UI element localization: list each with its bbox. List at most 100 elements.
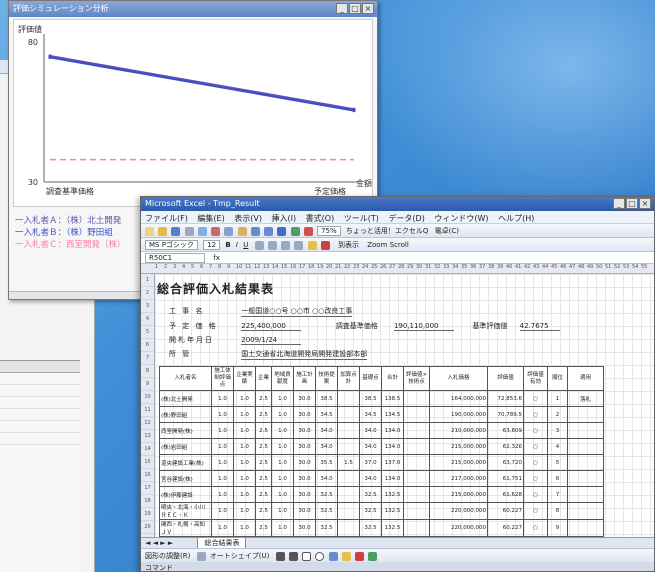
table-cell[interactable]: (株)伊藤建設 (159, 486, 212, 503)
table-cell[interactable]: 34.0 (315, 470, 338, 487)
table-cell[interactable]: 215,000,000 (429, 454, 488, 471)
table-cell[interactable]: 134.0 (381, 438, 404, 455)
table-cell[interactable]: 1.0 (211, 470, 234, 487)
table-cell[interactable]: 72,853.6 (487, 390, 524, 407)
table-cell[interactable] (567, 486, 604, 503)
rectangle-icon[interactable] (302, 551, 312, 561)
table-cell[interactable]: ○ (523, 502, 548, 520)
table-cell[interactable]: 132.5 (381, 502, 404, 520)
menu-insert[interactable]: 挿入(I) (271, 214, 297, 223)
toolbar-display-button[interactable]: 到表示 (337, 241, 359, 249)
excel-maximize-button[interactable]: □ (626, 198, 638, 209)
autosum-icon[interactable] (277, 226, 287, 236)
table-cell[interactable]: 37.0 (359, 454, 382, 471)
sort-icon[interactable] (290, 226, 300, 236)
table-cell[interactable] (337, 390, 360, 407)
table-cell[interactable]: 30.0 (293, 502, 316, 520)
table-cell[interactable]: 32.5 (359, 486, 382, 503)
underline-button[interactable]: U (243, 241, 249, 249)
zoom-select[interactable]: 75% (317, 226, 341, 236)
table-cell[interactable]: 210,000,000 (429, 422, 488, 439)
table-cell[interactable]: 1.0 (233, 390, 256, 407)
table-cell[interactable]: 217,000,000 (429, 470, 488, 487)
table-cell[interactable]: 1 (547, 390, 568, 407)
table-cell[interactable]: 6 (547, 470, 568, 487)
table-cell[interactable]: 32.5 (315, 519, 338, 537)
table-cell[interactable]: 215,000,000 (429, 438, 488, 455)
text-color-icon[interactable] (355, 551, 365, 561)
table-cell[interactable]: 1.0 (211, 390, 234, 407)
font-color-icon[interactable] (320, 240, 330, 250)
preview-icon[interactable] (197, 226, 207, 236)
save-icon[interactable] (171, 226, 181, 236)
table-cell[interactable] (567, 502, 604, 520)
table-cell[interactable] (567, 519, 604, 537)
excel-titlebar[interactable]: Microsoft Excel - Tmp_Result _ □ × (141, 197, 654, 211)
draw-adjust-button[interactable]: 図形の調整(R) (145, 552, 191, 560)
paste-icon[interactable] (237, 226, 247, 236)
table-cell[interactable]: 1.0 (211, 454, 234, 471)
table-cell[interactable]: 220,000,000 (429, 519, 488, 537)
table-cell[interactable]: 9 (547, 519, 568, 537)
table-cell[interactable]: 34.0 (315, 422, 338, 439)
table-cell[interactable] (337, 406, 360, 423)
table-cell[interactable]: 60,227 (487, 519, 524, 537)
undo-icon[interactable] (250, 226, 260, 236)
table-cell[interactable] (337, 422, 360, 439)
table-cell[interactable]: 4 (547, 438, 568, 455)
table-cell[interactable]: 220,000,000 (429, 502, 488, 520)
table-cell[interactable]: (株)北土開発 (159, 390, 212, 407)
table-cell[interactable]: 1.0 (233, 406, 256, 423)
align-center-icon[interactable] (267, 240, 277, 250)
table-cell[interactable]: 34.0 (359, 422, 382, 439)
table-cell[interactable]: 1.0 (271, 454, 294, 471)
table-cell[interactable]: 61,628 (487, 486, 524, 503)
table-cell[interactable]: 134.0 (381, 470, 404, 487)
table-cell[interactable]: 137.0 (381, 454, 404, 471)
table-cell[interactable]: 明央・北海・小川ＲＥＣ・Ｋ (159, 502, 212, 520)
table-cell[interactable]: 1.0 (271, 470, 294, 487)
table-cell[interactable]: 1.0 (211, 519, 234, 537)
table-cell[interactable]: 70,789.5 (487, 406, 524, 423)
table-cell[interactable]: 134.5 (381, 406, 404, 423)
table-cell[interactable]: 3 (547, 422, 568, 439)
table-cell[interactable]: 30.0 (293, 519, 316, 537)
table-cell[interactable]: 34.5 (359, 406, 382, 423)
menu-help[interactable]: ヘルプ(H) (498, 214, 535, 223)
table-cell[interactable]: 道央建設工業(株) (159, 454, 212, 471)
merge-cells-icon[interactable] (294, 240, 304, 250)
table-cell[interactable]: 1.5 (337, 454, 360, 471)
table-cell[interactable]: 1.0 (233, 438, 256, 455)
table-cell[interactable]: (株)野田組 (159, 406, 212, 423)
table-cell[interactable]: 1.0 (271, 422, 294, 439)
table-cell[interactable] (403, 502, 430, 520)
table-cell[interactable]: (株)岩田組 (159, 438, 212, 455)
table-cell[interactable]: 30.0 (293, 454, 316, 471)
table-cell[interactable] (403, 519, 430, 537)
table-cell[interactable]: 38.5 (359, 390, 382, 407)
table-cell[interactable]: 34.0 (359, 470, 382, 487)
table-cell[interactable]: 5 (547, 454, 568, 471)
table-cell[interactable]: 63,720 (487, 454, 524, 471)
table-cell[interactable]: 1.0 (271, 390, 294, 407)
table-cell[interactable]: 2.5 (255, 486, 272, 503)
table-cell[interactable]: 60,227 (487, 502, 524, 520)
table-cell[interactable]: 32.5 (359, 519, 382, 537)
table-cell[interactable]: 30.0 (293, 438, 316, 455)
table-cell[interactable]: 1.0 (271, 438, 294, 455)
table-cell[interactable]: 32.5 (359, 502, 382, 520)
table-cell[interactable]: ○ (523, 519, 548, 537)
table-cell[interactable]: 1.0 (211, 486, 234, 503)
table-cell[interactable]: 61,751 (487, 470, 524, 487)
table-cell[interactable]: 2.5 (255, 502, 272, 520)
table-cell[interactable]: ○ (523, 486, 548, 503)
copy-icon[interactable] (224, 226, 234, 236)
table-cell[interactable]: 1.0 (271, 502, 294, 520)
table-cell[interactable]: 2.5 (255, 519, 272, 537)
table-cell[interactable]: 関西・札幌・高知ＪＶ (159, 519, 212, 537)
table-cell[interactable]: ○ (523, 390, 548, 407)
table-cell[interactable] (337, 470, 360, 487)
table-cell[interactable]: 1.0 (233, 502, 256, 520)
table-cell[interactable]: 30.0 (293, 406, 316, 423)
open-folder-icon[interactable] (158, 226, 168, 236)
